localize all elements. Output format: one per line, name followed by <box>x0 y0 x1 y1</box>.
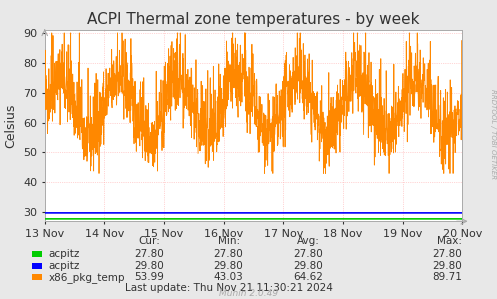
Text: Min:: Min: <box>218 236 240 246</box>
Text: 27.80: 27.80 <box>134 249 164 260</box>
Text: 53.99: 53.99 <box>134 272 164 282</box>
Y-axis label: Celsius: Celsius <box>4 103 17 148</box>
Text: Last update: Thu Nov 21 11:30:21 2024: Last update: Thu Nov 21 11:30:21 2024 <box>125 283 332 293</box>
Text: 29.80: 29.80 <box>134 261 164 271</box>
Text: Avg:: Avg: <box>297 236 320 246</box>
Text: Cur:: Cur: <box>138 236 160 246</box>
Text: 29.80: 29.80 <box>432 261 462 271</box>
Text: Max:: Max: <box>437 236 462 246</box>
Text: 27.80: 27.80 <box>293 249 323 260</box>
Text: 29.80: 29.80 <box>293 261 323 271</box>
Text: RRDTOOL / TOBI OETIKER: RRDTOOL / TOBI OETIKER <box>490 89 496 180</box>
Text: 43.03: 43.03 <box>214 272 244 282</box>
Title: ACPI Thermal zone temperatures - by week: ACPI Thermal zone temperatures - by week <box>87 12 420 27</box>
Text: 27.80: 27.80 <box>214 249 244 260</box>
Text: 64.62: 64.62 <box>293 272 323 282</box>
Text: acpitz: acpitz <box>49 249 80 260</box>
Text: 29.80: 29.80 <box>214 261 244 271</box>
Text: Munin 2.0.49: Munin 2.0.49 <box>219 289 278 298</box>
Text: x86_pkg_temp: x86_pkg_temp <box>49 272 125 283</box>
Text: 89.71: 89.71 <box>432 272 462 282</box>
Text: acpitz: acpitz <box>49 261 80 271</box>
Text: 27.80: 27.80 <box>432 249 462 260</box>
